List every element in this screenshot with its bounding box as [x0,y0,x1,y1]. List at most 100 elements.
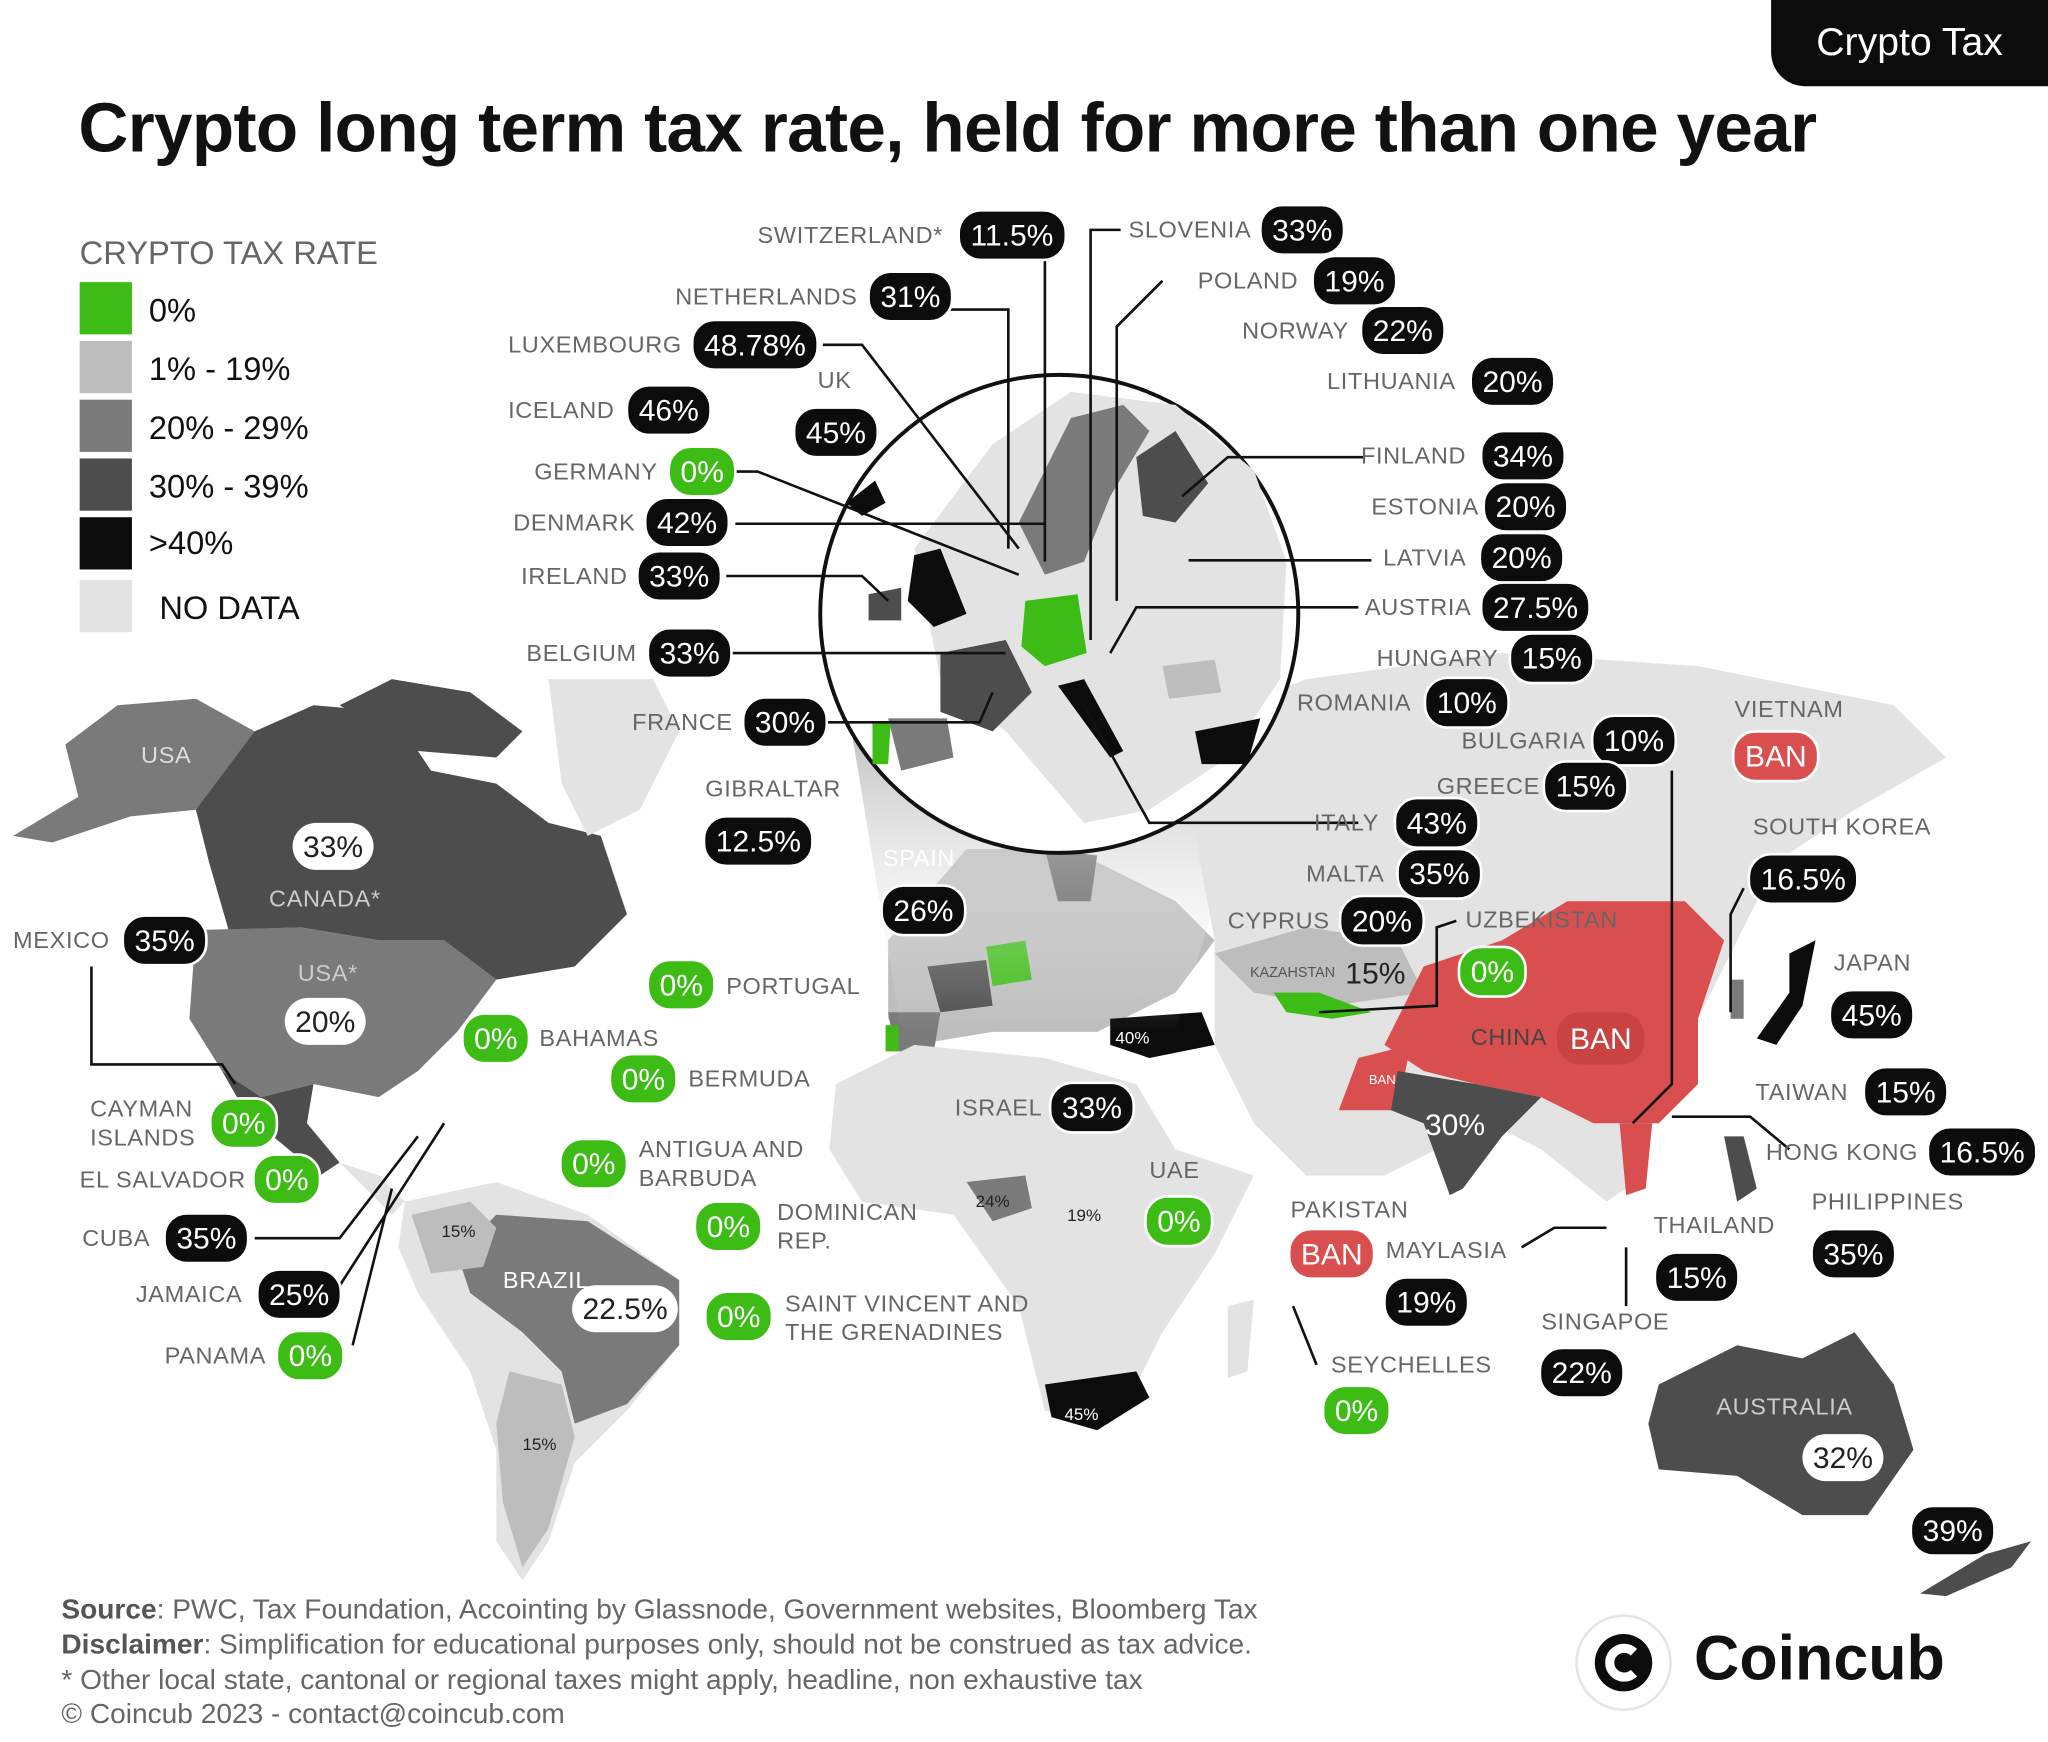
rate-luxembourg: 48.78% [690,318,819,371]
legend-label-20-29: 20% - 29% [148,410,309,447]
label-south-korea: SOUTH KOREA [1752,813,1932,840]
uzbekistan-shape [1273,992,1372,1019]
rate-jamaica: 25% [255,1268,343,1321]
label-iceland: ICELAND [508,397,615,424]
label-dominican-1: DOMINICAN [777,1199,918,1226]
rate-poland: 19% [1311,254,1398,307]
rate-taiwan: 15% [1862,1065,1949,1119]
rate-romania: 10% [1423,676,1510,729]
finland-zoom [1136,431,1209,523]
label-italy: ITALY [1313,809,1380,836]
label-belgium: BELGIUM [526,639,637,667]
footer-note: * Other local state, cantonal or regiona… [61,1663,1143,1696]
ireland-zoom [868,587,902,621]
leader-lines [90,228,1791,1366]
rate-usa: 20% [284,997,366,1045]
disclaimer-text: : Simplification for educational purpose… [203,1628,1252,1661]
france-zoom [940,639,1032,732]
rate-gibraltar: 12.5% [702,815,814,868]
label-israel: ISRAEL [954,1094,1043,1121]
rate-greece: 15% [1542,760,1629,813]
label-germany: GERMANY [534,458,658,485]
label-uk: UK [817,367,852,394]
label-uzbekistan: UZBEKISTAN [1465,906,1618,933]
rate-mexico: 35% [121,914,208,967]
label-antigua-2: BARBUDA [638,1165,757,1192]
label-uae: UAE [1149,1157,1200,1184]
portugal-lower-shape [885,1025,899,1052]
germany-zoom [1021,594,1087,667]
rate-slovenia: 33% [1259,203,1346,256]
arctic-islands-shape [339,679,523,758]
argentina-shape [496,1371,575,1568]
label-usa: USA* [297,959,358,987]
rate-australia: 32% [1802,1434,1884,1482]
rate-singapore: 22% [1538,1346,1625,1399]
label-luxembourg: LUXEMBOURG [508,331,682,358]
portugal-zoom [872,720,891,765]
disclaimer-label: Disclaimer [61,1628,204,1661]
rate-uzbekistan: 0% [1457,945,1528,998]
label-seychelles: SEYCHELLES [1330,1351,1492,1378]
rate-japan: 45% [1828,988,1915,1041]
label-bermuda: BERMUDA [688,1065,811,1092]
map-rate-pakistan: BAN [1368,1073,1396,1088]
source-label: Source [61,1593,157,1625]
spain-zoom [888,718,954,771]
legend-label-30-39: 30% - 39% [148,468,309,506]
label-france: FRANCE [632,709,733,736]
rate-spain: 26% [880,884,967,937]
rate-portugal: 0% [646,958,717,1011]
korea-shape [1730,979,1744,1019]
label-portugal: PORTUGAL [726,973,861,1000]
brand-name: Coincub [1694,1624,1945,1695]
rate-brazil: 22.5% [572,1285,679,1333]
rate-philippines: 35% [1810,1227,1897,1280]
rate-bahamas: 0% [461,1012,531,1065]
rate-colombia: 15% [441,1221,476,1241]
rate-latvia: 20% [1478,531,1565,584]
australia-shape [1648,1332,1914,1516]
rate-cyprus: 20% [1338,894,1426,947]
rate-malta: 35% [1396,847,1483,900]
legend-label-0: 0% [148,292,197,330]
mexico-shape [222,1071,340,1176]
vietnam-shape [1619,1123,1653,1196]
legend-label-40: >40% [148,525,234,562]
rate-saint-vincent: 0% [703,1290,774,1343]
label-netherlands: NETHERLANDS [675,283,858,310]
label-finland: FINLAND [1360,442,1467,469]
label-switzerland: SWITZERLAND* [757,222,944,249]
rate-south-africa: 45% [1064,1404,1099,1424]
rate-antigua: 0% [559,1137,629,1190]
label-singapore: SINGAPOE [1541,1308,1670,1335]
romania-zoom [1162,659,1222,699]
label-cayman-1: CAYMAN [90,1095,193,1122]
canada-shape [195,705,627,980]
rate-thailand: 15% [1653,1251,1740,1304]
rate-denmark: 42% [643,496,731,549]
label-australia: AUSTRALIA [1716,1393,1853,1420]
label-thailand: THAILAND [1653,1212,1776,1239]
rate-panama: 0% [275,1329,346,1382]
legend-swatch-1-19 [79,340,132,394]
rate-india: 30% [1424,1107,1486,1142]
rate-italy: 43% [1393,796,1480,849]
rate-canada: 33% [292,822,374,870]
rate-uae: 0% [1144,1195,1214,1248]
rate-estonia: 20% [1482,480,1569,533]
label-taiwan: TAIWAN [1755,1078,1849,1105]
rate-turkey: 40% [1115,1027,1150,1048]
label-hong-kong: HONG KONG [1765,1138,1919,1166]
legend-swatch-40 [79,517,132,570]
label-philippines: PHILIPPINES [1811,1188,1964,1215]
rate-bermuda: 0% [608,1052,679,1105]
colombia-shape [411,1201,497,1274]
rate-ireland: 33% [636,549,723,603]
alaska-shape [13,698,255,843]
rate-dominican: 0% [693,1200,764,1253]
iceland-zoom [846,480,886,516]
rate-seychelles: 0% [1321,1384,1392,1437]
